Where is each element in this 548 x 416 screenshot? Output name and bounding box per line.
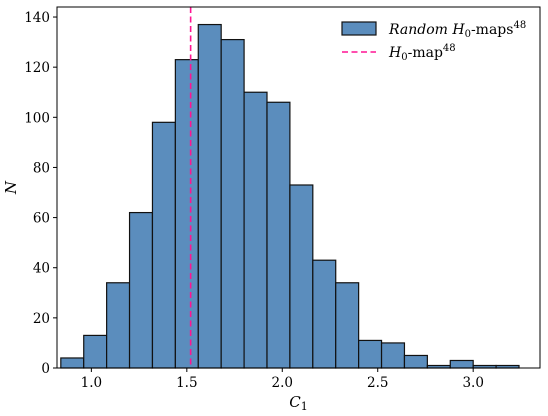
histogram-bar-12 — [335, 282, 360, 369]
legend-hist-label: Random H0-maps48 — [388, 20, 526, 40]
histogram-bar-5 — [174, 59, 199, 369]
y-tick-label-2: 40 — [33, 261, 50, 277]
y-axis-label: N — [2, 180, 20, 195]
histogram-bar-1 — [83, 334, 108, 369]
x-axis-label-main: C — [289, 393, 301, 411]
x-tick-label-4: 3.0 — [462, 375, 483, 391]
histogram-bar-8 — [243, 91, 268, 369]
histogram-bar-15 — [403, 354, 428, 369]
legend-hist-sup: 48 — [513, 20, 526, 31]
y-tick-label-6: 120 — [24, 60, 50, 76]
y-tick-label-5: 100 — [24, 110, 50, 126]
histogram-bar-14 — [380, 342, 406, 369]
histogram-bar-9 — [266, 101, 291, 369]
histogram-bar-13 — [358, 339, 383, 369]
histogram-bar-2 — [106, 282, 131, 369]
legend-line-h: H — [388, 45, 402, 61]
x-tick-label-2: 2.0 — [272, 375, 293, 391]
plot-frame — [56, 6, 541, 369]
y-tick-label-1: 20 — [33, 311, 50, 327]
y-axis-ticks: 0 20 40 60 80 100 120 140 — [24, 10, 57, 377]
legend-hist-h: H — [451, 22, 465, 38]
legend-line-label: H0-map48 — [388, 43, 456, 63]
x-axis-label: C1 — [289, 393, 307, 413]
y-tick-label-3: 60 — [33, 211, 50, 227]
histogram-bars — [60, 23, 520, 369]
histogram-bar-17 — [449, 359, 474, 369]
legend: Random H0-maps48 H0-map48 — [341, 20, 526, 63]
legend-hist-rest: -maps — [471, 22, 514, 38]
histogram-bar-4 — [151, 121, 176, 369]
x-tick-label-3: 2.5 — [367, 375, 388, 391]
histogram-bar-0 — [60, 357, 85, 369]
x-tick-label-0: 1.0 — [81, 375, 102, 391]
histogram-bar-6 — [197, 23, 222, 369]
y-tick-label-4: 80 — [33, 160, 50, 176]
histogram-bar-10 — [289, 184, 314, 369]
histogram-bar-11 — [312, 259, 337, 369]
legend-hist-swatch — [341, 21, 377, 36]
histogram-bar-7 — [220, 38, 245, 369]
y-tick-label-7: 140 — [24, 10, 50, 26]
legend-line-sub: 0 — [401, 52, 407, 63]
x-axis-ticks: 1.0 1.5 2.0 2.5 3.0 — [81, 368, 484, 391]
legend-line-rest: -map — [408, 45, 443, 61]
legend-line-sup: 48 — [443, 43, 456, 54]
y-tick-label-0: 0 — [41, 361, 50, 377]
histogram-bar-3 — [128, 211, 154, 369]
x-tick-label-1: 1.5 — [176, 375, 197, 391]
legend-hist-italic: Random — [388, 22, 448, 38]
legend-hist-sub: 0 — [465, 29, 471, 40]
x-axis-label-sub: 1 — [301, 400, 308, 413]
